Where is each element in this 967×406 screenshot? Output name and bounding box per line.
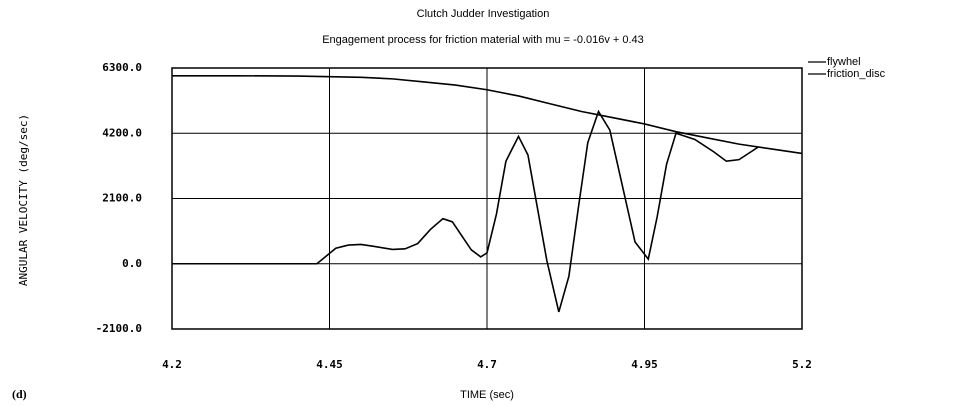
y-tick-label: -2100.0 xyxy=(96,322,142,335)
x-tick-label: 5.2 xyxy=(792,358,812,371)
annotation: (d) xyxy=(12,387,27,401)
y-tick-label: 4200.0 xyxy=(102,126,142,139)
x-tick-label: 4.45 xyxy=(316,358,343,371)
y-tick-label: 0.0 xyxy=(122,257,142,270)
legend-label: friction_disc xyxy=(827,68,886,80)
x-tick-label: 4.2 xyxy=(162,358,182,371)
y-axis-label: ANGULAR VELOCITY (deg/sec) xyxy=(17,114,30,286)
chart-title: Clutch Judder Investigation xyxy=(417,8,550,20)
x-tick-label: 4.7 xyxy=(477,358,497,371)
y-tick-label: 2100.0 xyxy=(102,192,142,205)
series-line xyxy=(172,109,759,313)
x-axis-label: TIME (sec) xyxy=(460,389,514,401)
chart-subtitle: Engagement process for friction material… xyxy=(322,34,644,46)
x-tick-label: 4.95 xyxy=(631,358,658,371)
series-line xyxy=(172,74,803,155)
y-tick-label: 6300.0 xyxy=(102,61,142,74)
legend-label: flywhel xyxy=(827,56,861,68)
